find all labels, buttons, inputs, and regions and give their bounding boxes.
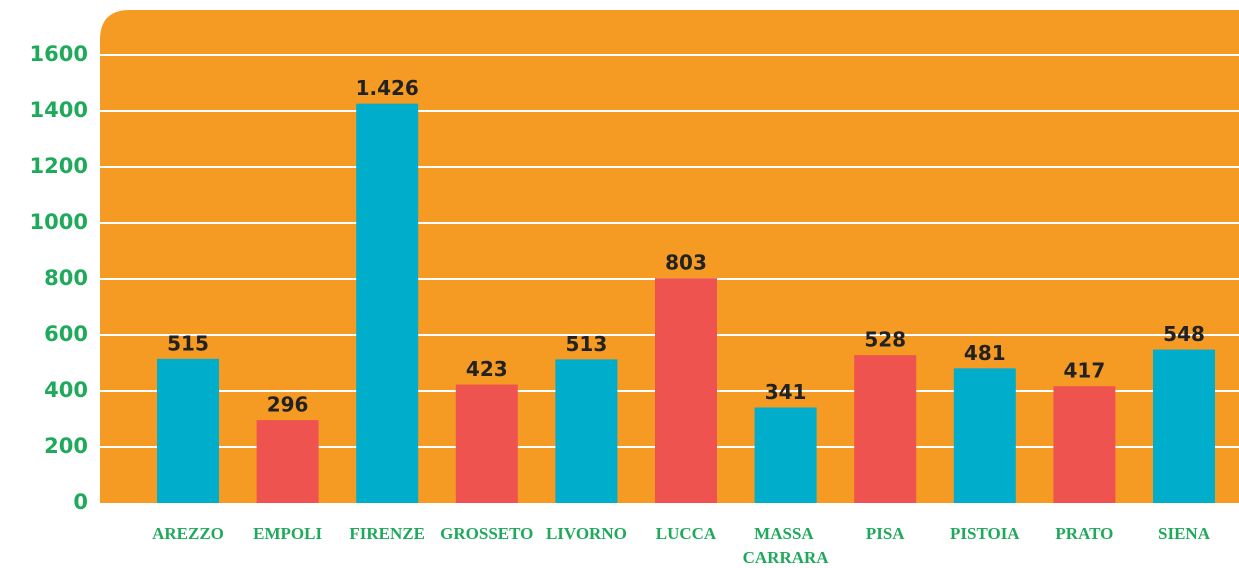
y-tick-label: 0 (73, 490, 88, 514)
x-tick-label: MASSA CARRARA (743, 524, 830, 567)
x-tick-label: LIVORNO (546, 524, 627, 543)
bar (1053, 386, 1116, 503)
value-label: 341 (765, 380, 807, 404)
y-tick-label: 600 (44, 322, 88, 346)
bar (356, 103, 419, 503)
bar (455, 384, 518, 503)
y-tick-label: 1200 (30, 154, 88, 178)
value-label: 515 (167, 331, 209, 355)
y-tick-label: 1400 (30, 98, 88, 122)
x-tick-label: EMPOLI (253, 524, 322, 543)
y-tick-label: 200 (44, 434, 88, 458)
x-tick-label: PISA (866, 524, 905, 543)
bar (555, 359, 618, 503)
value-label: 803 (665, 251, 707, 275)
bar (854, 355, 917, 503)
x-tick-label: PISTOIA (950, 524, 1020, 543)
value-label: 548 (1163, 322, 1205, 346)
x-tick-label: AREZZO (152, 524, 224, 543)
value-label: 481 (964, 341, 1006, 365)
x-tick-label: SIENA (1158, 524, 1211, 543)
x-tick-label: GROSSETO (440, 524, 533, 543)
x-tick-label: LUCCA (656, 524, 717, 543)
bar (1153, 349, 1215, 503)
y-tick-label: 800 (44, 266, 88, 290)
y-tick-label: 400 (44, 378, 88, 402)
x-tick-label: PRATO (1055, 524, 1113, 543)
value-label: 528 (864, 328, 906, 352)
y-tick-label: 1000 (30, 210, 88, 234)
value-label: 296 (267, 393, 309, 417)
x-tick-label: FIRENZE (349, 524, 425, 543)
value-label: 513 (566, 332, 608, 356)
bar (157, 358, 219, 503)
bar (655, 278, 717, 503)
value-label: 417 (1064, 359, 1106, 383)
y-tick-label: 1600 (30, 42, 88, 66)
value-label: 423 (466, 357, 508, 381)
bar (953, 368, 1016, 503)
value-label: 1.426 (356, 76, 419, 100)
bar (754, 407, 817, 503)
bar (256, 420, 319, 503)
